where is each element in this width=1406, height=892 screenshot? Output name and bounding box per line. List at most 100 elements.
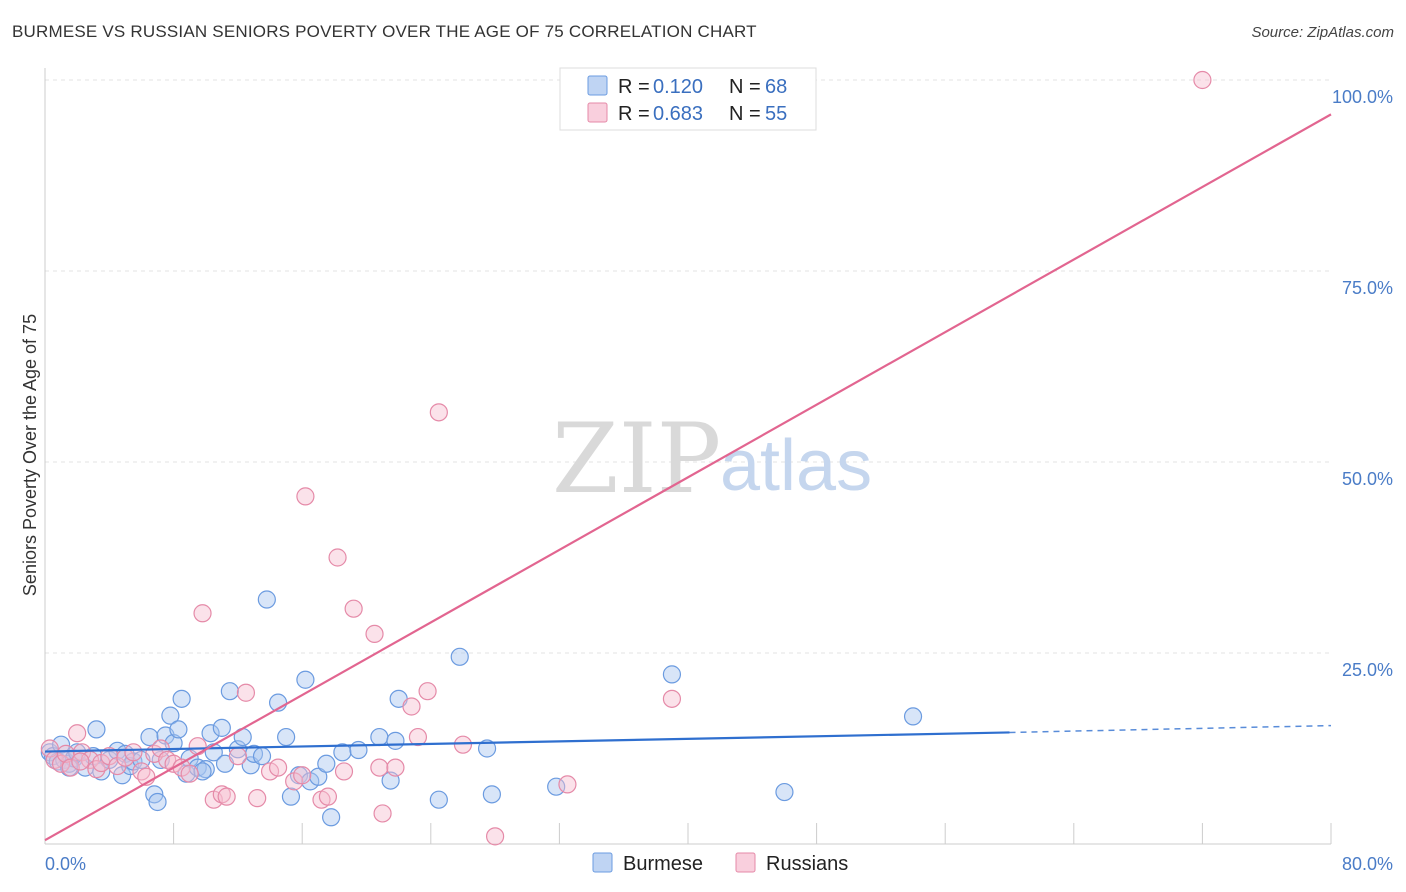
data-point-burmese (309, 767, 328, 786)
data-point-burmese (212, 718, 231, 737)
data-point-russians (193, 604, 212, 623)
data-point-russians (418, 682, 437, 701)
trend-line-russians (44, 113, 1332, 842)
legend-swatch-russians (587, 102, 608, 123)
data-point-russians (132, 762, 151, 781)
legend-swatch-burmese (587, 75, 608, 96)
watermark-zip: ZIP (552, 403, 721, 515)
data-point-burmese (296, 670, 315, 689)
data-point-russians (558, 775, 577, 794)
source-credit: Source: ZipAtlas.com (1251, 24, 1394, 41)
data-point-russians (68, 724, 87, 743)
data-point-russians (61, 758, 80, 777)
data-point-burmese (482, 785, 501, 804)
data-point-burmese (148, 792, 167, 812)
data-point-russians (180, 764, 199, 783)
data-point-burmese (349, 740, 368, 760)
legend-n-value-russians: 55 (765, 103, 787, 125)
data-point-burmese (161, 706, 180, 725)
trend-line-extension-burmese (1009, 724, 1332, 734)
y-tick-label: 25.0% (1342, 660, 1393, 680)
y-tick-labels: 25.0% 50.0% 75.0% 100.0% (1332, 87, 1393, 680)
data-point-russians (40, 739, 59, 758)
data-point-burmese (775, 782, 794, 802)
data-point-russians (318, 787, 338, 806)
data-point-burmese (386, 731, 405, 750)
data-point-burmese (172, 689, 191, 708)
data-point-russians (328, 548, 347, 567)
data-point-burmese (903, 707, 923, 726)
data-point-russians (386, 758, 405, 777)
data-point-burmese (429, 790, 448, 809)
x-tick-labels: 0.0% 80.0% (45, 854, 1393, 874)
data-point-burmese (252, 747, 272, 766)
data-point-russians (373, 804, 392, 823)
legend-n-label-russians: N = (729, 103, 761, 125)
data-point-russians (662, 689, 682, 708)
data-point-russians (365, 624, 384, 644)
legend-label-russians: Russians (766, 853, 848, 875)
data-point-russians (296, 487, 315, 506)
data-point-burmese (450, 647, 469, 666)
data-point-burmese (547, 777, 566, 796)
legend-swatch-burmese-bottom (592, 852, 613, 873)
y-tick-label: 75.0% (1342, 278, 1393, 298)
data-point-russians (429, 403, 448, 422)
data-point-burmese (277, 727, 296, 747)
data-point-russians (486, 827, 505, 846)
y-axis-label: Seniors Poverty Over the Age of 75 (20, 314, 40, 596)
data-point-burmese (169, 720, 188, 739)
data-point-burmese (257, 590, 276, 609)
data-point-russians (293, 766, 312, 785)
data-point-burmese (201, 724, 220, 743)
legend-label-burmese: Burmese (623, 853, 703, 875)
legend-r-label-burmese: R = (618, 76, 650, 98)
data-point-russians (453, 735, 473, 754)
data-point-russians (124, 743, 143, 762)
legend-top: R = 0.120 N = 68 R = 0.683 N = 55 (559, 67, 817, 131)
data-point-russians (334, 762, 354, 781)
data-point-russians (248, 789, 267, 808)
data-point-russians (51, 754, 71, 773)
data-point-russians (402, 697, 421, 716)
legend-r-label-russians: R = (618, 103, 650, 125)
data-point-russians (188, 737, 207, 756)
grid-lines (45, 79, 1331, 654)
data-point-russians (236, 683, 256, 702)
data-point-russians (228, 747, 247, 766)
data-point-russians (268, 758, 288, 777)
data-point-russians (217, 787, 236, 806)
y-tick-label: 50.0% (1342, 469, 1393, 489)
data-point-russians (370, 758, 389, 777)
data-point-burmese (140, 727, 159, 747)
watermark-atlas: atlas (720, 426, 872, 506)
legend-n-label-burmese: N = (729, 76, 761, 98)
x-tick-label: 0.0% (45, 854, 86, 874)
chart-title: BURMESE VS RUSSIAN SENIORS POVERTY OVER … (12, 22, 757, 41)
data-point-burmese (662, 665, 682, 684)
data-point-russians (408, 727, 428, 747)
data-point-burmese (87, 720, 106, 739)
legend-swatch-russians-bottom (735, 852, 756, 873)
data-point-burmese (317, 754, 336, 773)
data-point-burmese (281, 787, 301, 806)
legend-n-value-burmese: 68 (765, 76, 787, 98)
data-point-burmese (322, 808, 341, 827)
data-point-russians (87, 760, 106, 779)
watermark: ZIP atlas (552, 403, 872, 515)
data-point-russians (1193, 70, 1212, 90)
x-tick-label: 80.0% (1342, 854, 1393, 874)
data-point-russians (56, 744, 75, 763)
data-point-burmese (51, 735, 71, 754)
data-point-burmese (370, 727, 389, 747)
data-point-burmese (477, 739, 497, 758)
y-tick-label: 100.0% (1332, 87, 1393, 107)
data-point-burmese (333, 743, 352, 762)
legend-bottom: Burmese Russians (592, 852, 848, 875)
data-point-russians (212, 785, 231, 804)
data-point-burmese (220, 682, 239, 701)
legend-r-value-russians: 0.683 (653, 103, 703, 125)
data-point-russians (71, 752, 90, 771)
legend-r-value-burmese: 0.120 (653, 76, 703, 98)
